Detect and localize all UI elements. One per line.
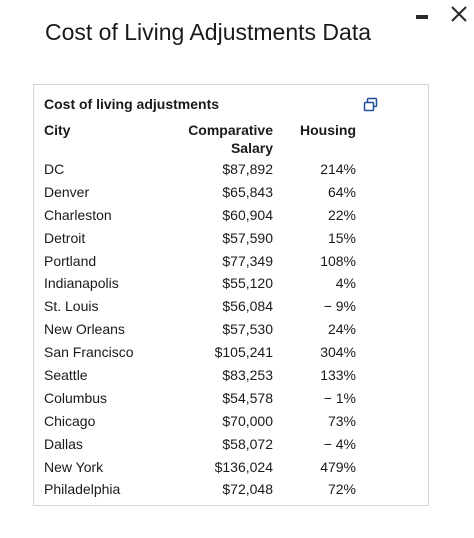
cell-salary: $72,048 bbox=[222, 481, 273, 498]
cell-housing: − 9% bbox=[323, 298, 356, 315]
cell-city: Philadelphia bbox=[44, 481, 121, 498]
cell-city: Seattle bbox=[44, 367, 88, 384]
table-row: Charleston $60,904 22% bbox=[34, 204, 428, 227]
cell-housing: 108% bbox=[320, 252, 356, 269]
cell-housing: − 1% bbox=[323, 389, 356, 406]
cell-salary: $58,072 bbox=[222, 435, 273, 452]
cell-city: Chicago bbox=[44, 412, 96, 429]
cell-housing: 64% bbox=[327, 183, 356, 200]
cell-city: St. Louis bbox=[44, 298, 99, 315]
cell-salary: $55,120 bbox=[222, 275, 273, 292]
cell-housing: 22% bbox=[327, 206, 356, 223]
cell-housing: 479% bbox=[320, 458, 356, 475]
table-row: Detroit $57,590 15% bbox=[34, 227, 428, 250]
table-row: San Francisco $105,241 304% bbox=[34, 341, 428, 364]
table-body: DC $87,892 214% Denver $65,843 64% Charl… bbox=[34, 158, 428, 501]
cell-housing: 304% bbox=[320, 344, 356, 361]
table-title: Cost of living adjustments bbox=[44, 96, 220, 112]
table-row: Denver $65,843 64% bbox=[34, 181, 428, 204]
cell-housing: 73% bbox=[327, 412, 356, 429]
table-row: Philadelphia $72,048 72% bbox=[34, 478, 428, 501]
cell-city: Charleston bbox=[44, 206, 112, 223]
cell-housing: 15% bbox=[327, 229, 356, 246]
cell-salary: $136,024 bbox=[214, 458, 273, 475]
cell-housing: 214% bbox=[320, 161, 356, 177]
column-header-comparative-salary: Comparative Salary bbox=[188, 121, 273, 157]
cell-city: Portland bbox=[44, 252, 97, 269]
cell-housing: 72% bbox=[327, 481, 356, 498]
table-row: DC $87,892 214% bbox=[34, 158, 428, 181]
table-row: Columbus $54,578 − 1% bbox=[34, 387, 428, 410]
cell-housing: 4% bbox=[335, 275, 356, 292]
cell-salary: $57,530 bbox=[222, 321, 273, 338]
cell-salary: $57,590 bbox=[222, 229, 273, 246]
cell-salary: $83,253 bbox=[222, 367, 273, 384]
cell-salary: $65,843 bbox=[222, 183, 273, 200]
close-icon[interactable] bbox=[449, 4, 469, 24]
cell-city: New York bbox=[44, 458, 104, 475]
data-table-panel: Cost of living adjustments City Comparat… bbox=[33, 84, 429, 506]
cell-city: Columbus bbox=[44, 389, 108, 406]
cell-city: San Francisco bbox=[44, 344, 134, 361]
cell-salary: $54,578 bbox=[222, 389, 273, 406]
column-header-city: City bbox=[44, 122, 71, 138]
table-row: Indianapolis $55,120 4% bbox=[34, 272, 428, 295]
cell-city: Denver bbox=[44, 183, 90, 200]
dialog-title: Cost of Living Adjustments Data bbox=[45, 19, 371, 45]
cell-salary: $56,084 bbox=[222, 298, 273, 315]
copy-icon[interactable] bbox=[363, 97, 379, 113]
table-row: New York $136,024 479% bbox=[34, 456, 428, 479]
table-row: Chicago $70,000 73% bbox=[34, 410, 428, 433]
cell-housing: 133% bbox=[320, 367, 356, 384]
cell-city: Detroit bbox=[44, 229, 86, 246]
minimize-icon[interactable] bbox=[416, 14, 430, 20]
table-row: St. Louis $56,084 − 9% bbox=[34, 295, 428, 318]
table-row: Portland $77,349 108% bbox=[34, 250, 428, 273]
cell-city: Dallas bbox=[44, 435, 83, 452]
table-row: Dallas $58,072 − 4% bbox=[34, 433, 428, 456]
cell-city: New Orleans bbox=[44, 321, 125, 338]
column-header-salary-line1: Comparative bbox=[188, 122, 273, 138]
column-header-salary-line2: Salary bbox=[230, 140, 273, 156]
cell-salary: $70,000 bbox=[222, 412, 273, 429]
cell-salary: $60,904 bbox=[222, 206, 273, 223]
cell-city: Indianapolis bbox=[44, 275, 119, 292]
table-row: New Orleans $57,530 24% bbox=[34, 318, 428, 341]
column-header-housing: Housing bbox=[300, 122, 356, 138]
cell-housing: − 4% bbox=[323, 435, 356, 452]
cell-salary: $77,349 bbox=[222, 252, 273, 269]
table-row: Seattle $83,253 133% bbox=[34, 364, 428, 387]
cell-salary: $87,892 bbox=[222, 161, 273, 177]
cell-housing: 24% bbox=[327, 321, 356, 338]
cell-salary: $105,241 bbox=[214, 344, 273, 361]
cell-city: DC bbox=[44, 161, 65, 177]
